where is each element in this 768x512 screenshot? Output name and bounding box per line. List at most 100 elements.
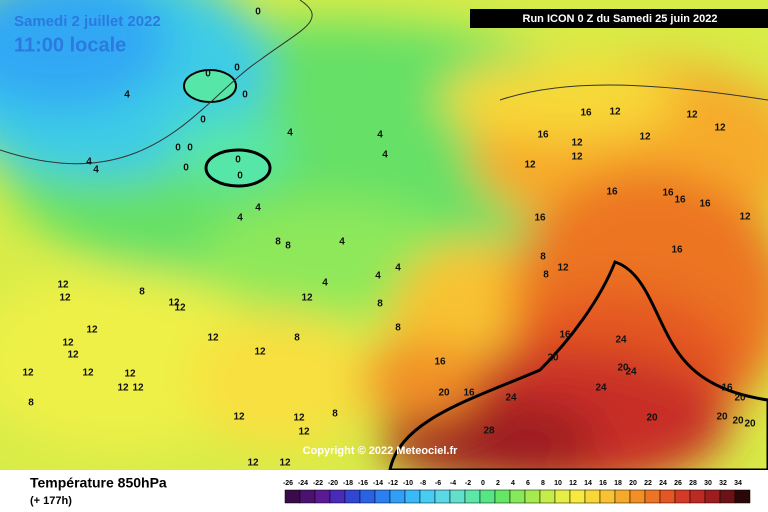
- colorbar-swatch: [464, 489, 481, 504]
- contour-label: 20: [646, 413, 658, 424]
- colorbar-tick-label: 0: [481, 480, 485, 487]
- colorbar-tick-label: -20: [328, 480, 338, 487]
- contour-label: 8: [139, 287, 145, 298]
- colorbar-swatch: [449, 489, 466, 504]
- colorbar-swatch: [524, 489, 541, 504]
- contour-label: 4: [375, 271, 381, 282]
- contour-label: 0: [205, 69, 211, 80]
- colorbar-swatch: [674, 489, 691, 504]
- colorbar-tick-label: -12: [388, 480, 398, 487]
- contour-label: 12: [117, 383, 129, 394]
- contour-label: 16: [721, 383, 733, 394]
- colorbar-tick-label: 30: [704, 480, 712, 487]
- contour-label: 20: [617, 363, 629, 374]
- contour-label: 8: [285, 241, 291, 252]
- colorbar-swatch: [599, 489, 616, 504]
- forecast-lead: (+ 177h): [30, 495, 72, 507]
- colorbar-swatch: [569, 489, 586, 504]
- contour-label: 12: [686, 110, 698, 121]
- colorbar-swatch: [419, 489, 436, 504]
- contour-label: 16: [662, 188, 674, 199]
- contour-label: 4: [287, 128, 293, 139]
- contour-label: 12: [22, 368, 34, 379]
- contour-label: 12: [609, 107, 621, 118]
- contour-label: 16: [559, 330, 571, 341]
- colorbar-tick-label: 34: [734, 480, 742, 487]
- contour-label: 12: [82, 368, 94, 379]
- contour-label: 24: [615, 335, 627, 346]
- forecast-time: 11:00 locale: [14, 34, 126, 56]
- contour-label: 16: [671, 245, 683, 256]
- colorbar-tick-label: -8: [420, 480, 426, 487]
- contour-label: 12: [124, 369, 136, 380]
- contour-label: 8: [377, 299, 383, 310]
- colorbar-swatch: [389, 489, 406, 504]
- colorbar-swatch: [584, 489, 601, 504]
- contour-label: 0: [237, 171, 243, 182]
- contour-label: 4: [395, 263, 401, 274]
- colorbar-tick-label: 4: [511, 480, 515, 487]
- contour-label: 12: [67, 350, 79, 361]
- colorbar-tick-label: 14: [584, 480, 592, 487]
- colorbar-tick-label: 2: [496, 480, 500, 487]
- contour-label: 4: [382, 150, 388, 161]
- contour-label: 12: [524, 160, 536, 171]
- contour-label: 12: [714, 123, 726, 134]
- colorbar-swatch: [434, 489, 451, 504]
- colorbar-swatch: [329, 489, 346, 504]
- contour-label: 12: [59, 293, 71, 304]
- contour-label: 16: [606, 187, 618, 198]
- footer-title: Température 850hPa: [30, 475, 167, 491]
- contour-label: 0: [235, 155, 241, 166]
- contour-label: 16: [699, 199, 711, 210]
- contour-label: 12: [207, 333, 219, 344]
- colorbar-swatch: [704, 489, 721, 504]
- temperature-field: [0, 0, 768, 470]
- copyright: Copyright © 2022 Meteociel.fr: [303, 445, 459, 457]
- colorbar-swatch: [374, 489, 391, 504]
- contour-label: 4: [86, 157, 92, 168]
- colorbar-swatch: [644, 489, 661, 504]
- colorbar-swatch: [614, 489, 631, 504]
- contour-label: 0: [175, 143, 181, 154]
- contour-label: 12: [247, 458, 259, 469]
- contour-label: 28: [483, 426, 495, 437]
- colorbar-tick-label: -14: [373, 480, 383, 487]
- contour-label: 0: [200, 115, 206, 126]
- contour-label: 8: [395, 323, 401, 334]
- contour-label: 0: [187, 143, 193, 154]
- colorbar-tick-label: 12: [569, 480, 577, 487]
- contour-label: 12: [233, 412, 245, 423]
- contour-label: 4: [255, 203, 261, 214]
- contour-label: 12: [132, 383, 144, 394]
- colorbar-tick-label: -10: [403, 480, 413, 487]
- colorbar-swatch: [554, 489, 571, 504]
- contour-label: 8: [294, 333, 300, 344]
- colorbar-tick-label: -16: [358, 480, 368, 487]
- colorbar-tick-label: 22: [644, 480, 652, 487]
- colorbar-tick-label: 20: [629, 480, 637, 487]
- colorbar-swatch: [629, 489, 646, 504]
- colorbar-tick-label: -22: [313, 480, 323, 487]
- contour-label: 16: [534, 213, 546, 224]
- colorbar-swatch: [719, 489, 736, 504]
- contour-label: 4: [322, 278, 328, 289]
- colorbar-swatch: [689, 489, 706, 504]
- colorbar-tick-label: -4: [450, 480, 456, 487]
- contour-label: 4: [339, 237, 345, 248]
- colorbar-swatch: [359, 489, 376, 504]
- contour-label: 8: [332, 409, 338, 420]
- contour-label: 12: [174, 303, 186, 314]
- colorbar-swatch: [284, 489, 301, 504]
- colorbar-tick-label: 8: [541, 480, 545, 487]
- contour-label: 12: [639, 132, 651, 143]
- colorbar-swatch: [314, 489, 331, 504]
- forecast-date: Samedi 2 juillet 2022: [14, 13, 161, 30]
- contour-label: 12: [298, 427, 310, 438]
- colorbar-tick-label: -24: [298, 480, 308, 487]
- colorbar-swatch: [509, 489, 526, 504]
- contour-label: 0: [234, 63, 240, 74]
- colorbar-swatch: [479, 489, 496, 504]
- contour-label: 12: [57, 280, 69, 291]
